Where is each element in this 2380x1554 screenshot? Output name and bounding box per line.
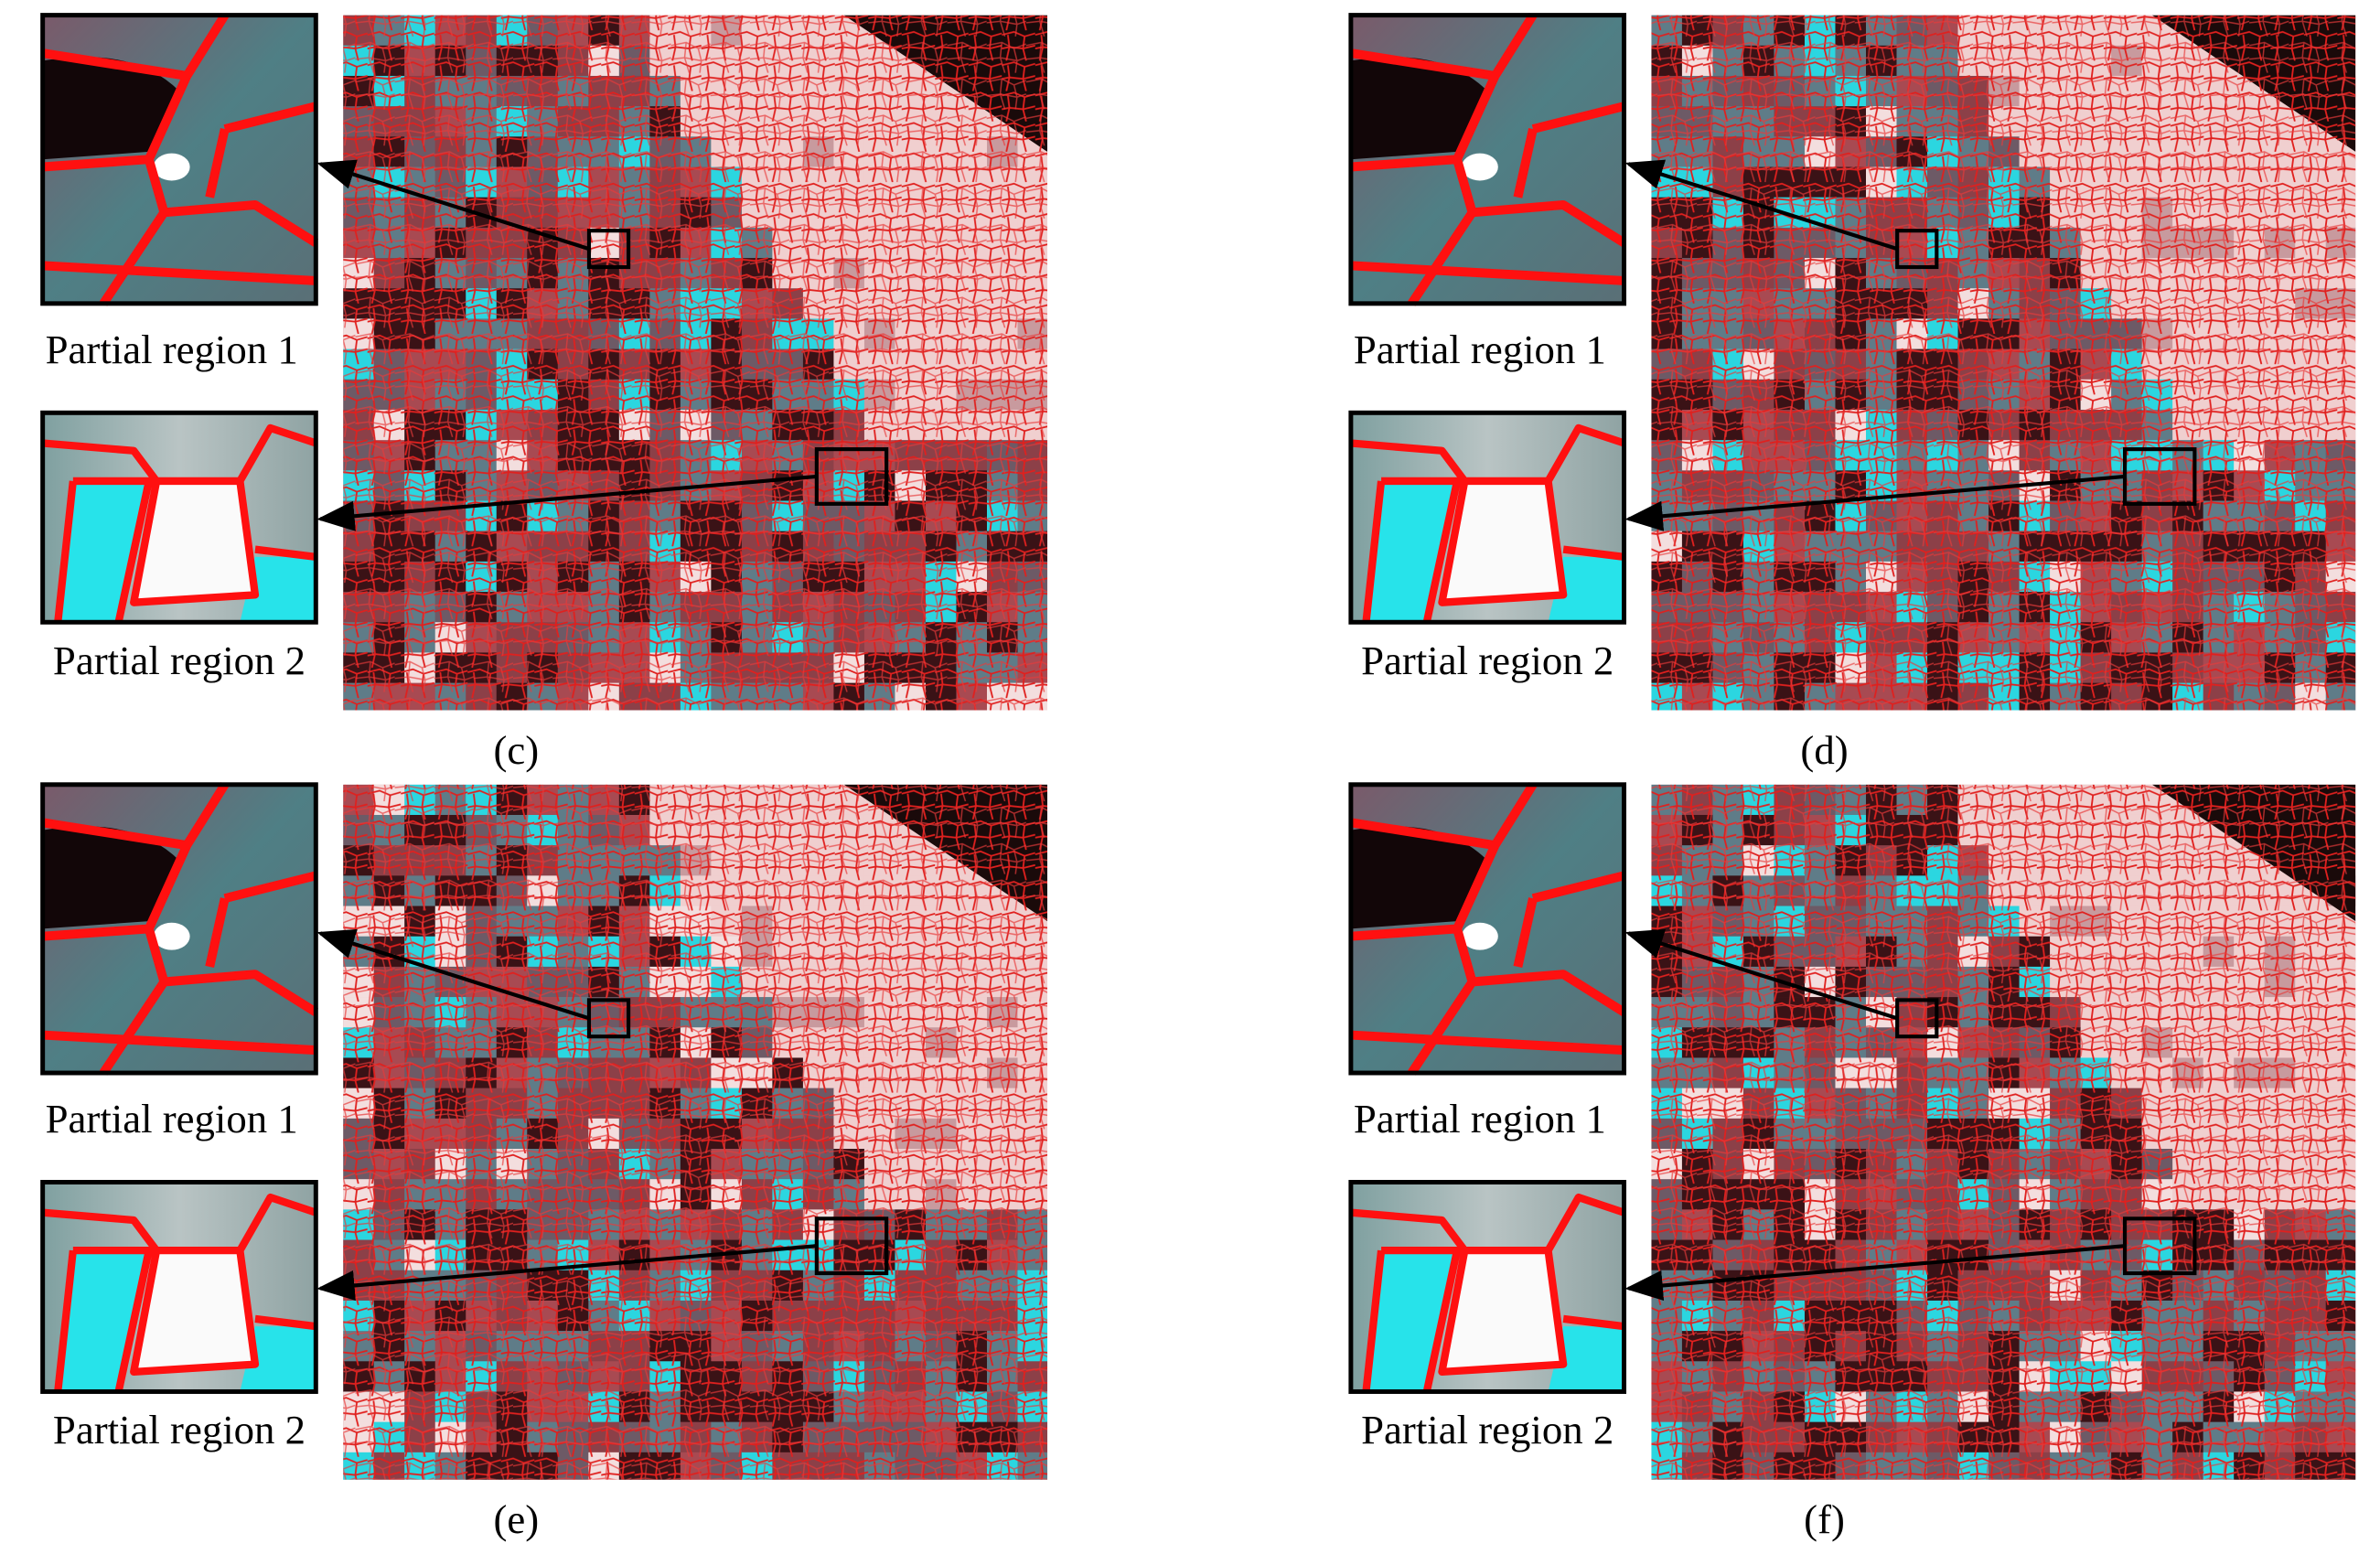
superpixel-mesh: [1651, 15, 2356, 711]
inset-white-region: [134, 1250, 255, 1372]
inset-white-region: [134, 480, 255, 603]
inset-label: Partial region 1: [46, 327, 298, 372]
inset-border: [40, 1180, 318, 1394]
inset-bright-spot: [153, 153, 190, 181]
inset-border: [1348, 410, 1627, 625]
inset-border: [1348, 1180, 1627, 1394]
arrow: [316, 928, 590, 1021]
inset-label: Partial region 1: [1354, 327, 1606, 372]
inset-label: Partial region 2: [1361, 638, 1613, 683]
inset-dark-region: [1350, 826, 1488, 929]
inset-label: Partial region 2: [53, 638, 306, 683]
inset-boundaries: [1350, 782, 1627, 1076]
inset-border: [40, 13, 318, 306]
inset-border: [40, 782, 318, 1076]
inset-label: Partial region 1: [46, 1096, 298, 1141]
inset-boundaries: [41, 12, 318, 306]
inset-bright-spot: [1461, 922, 1498, 950]
panel-caption: (d): [1800, 727, 1848, 773]
inset-bright-spot: [153, 922, 190, 950]
panel: Partial region 1 Partial region 2 (c): [40, 12, 1048, 773]
inset-boundaries: [42, 1193, 317, 1393]
inset-white-region: [1442, 1250, 1564, 1372]
panel: Partial region 1 Partial region 2 (f): [1348, 782, 2356, 1542]
arrow: [316, 1244, 818, 1301]
inset-dark-region: [42, 57, 179, 160]
panel: Partial region 1 Partial region 2 (d): [1348, 12, 2356, 773]
segmentation-image: [343, 15, 1048, 711]
arrow: [1624, 928, 1898, 1021]
inset-border: [1348, 13, 1627, 306]
inset-dark-region: [42, 826, 179, 929]
arrow: [1624, 159, 1898, 252]
panel: Partial region 1 Partial region 2 (e): [40, 782, 1048, 1542]
arrow: [316, 159, 590, 252]
inset-border: [40, 410, 318, 625]
inset-dark-region: [1350, 57, 1488, 160]
inset-boundaries: [41, 782, 318, 1076]
segmentation-image: [1651, 784, 2356, 1480]
arrow: [316, 474, 818, 531]
arrow: [1624, 474, 2126, 531]
inset-label: Partial region 2: [1361, 1407, 1613, 1452]
panel-caption: (c): [493, 727, 539, 773]
inset-bright-spot: [1461, 153, 1498, 181]
inset-boundaries: [42, 423, 317, 624]
inset-boundaries: [1350, 12, 1627, 306]
segmentation-image: [1651, 15, 2356, 711]
superpixel-mesh: [343, 15, 1048, 711]
inset-label: Partial region 2: [53, 1407, 306, 1452]
superpixel-mesh: [1651, 784, 2356, 1480]
arrow: [1624, 1244, 2126, 1301]
inset-border: [1348, 782, 1627, 1076]
superpixel-mesh: [343, 784, 1048, 1480]
inset-label: Partial region 1: [1354, 1096, 1606, 1141]
inset-boundaries: [1350, 423, 1625, 624]
inset-boundaries: [1350, 1193, 1625, 1393]
panel-caption: (e): [493, 1496, 539, 1542]
segmentation-image: [343, 784, 1048, 1480]
inset-white-region: [1442, 480, 1564, 603]
panel-caption: (f): [1804, 1496, 1845, 1542]
